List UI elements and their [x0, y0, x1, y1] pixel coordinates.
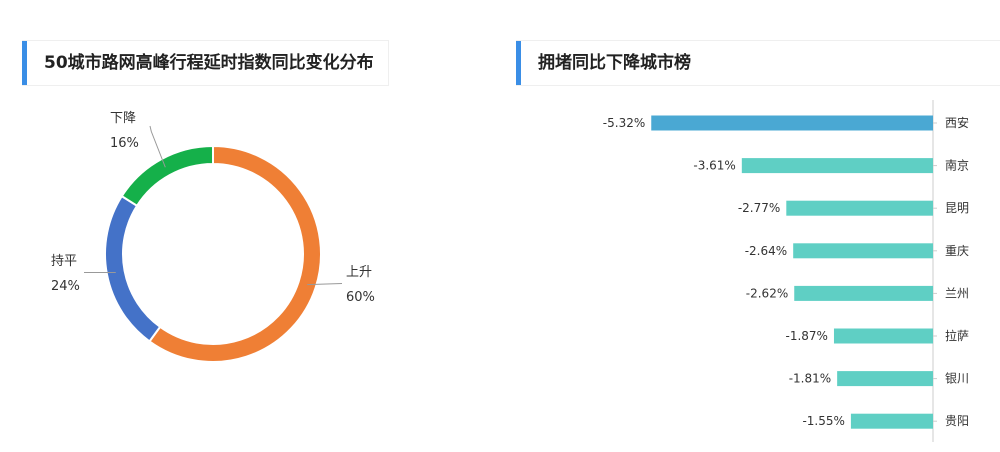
donut-slice — [120, 144, 214, 208]
city-tick-label: 昆明 — [945, 201, 969, 215]
slice-name-label: 下降 — [110, 111, 136, 126]
slice-name-label: 上升 — [346, 265, 372, 280]
bar-value-label: -3.61% — [693, 159, 735, 173]
distribution-panel: 50城市路网高峰行程延时指数同比变化分布 上升 60% 持平 24% 下降 16% — [22, 40, 389, 363]
slice-name-label: 持平 — [51, 254, 77, 269]
donut-slice — [148, 144, 322, 363]
bar — [837, 371, 933, 387]
bar-value-label: -1.81% — [789, 372, 831, 386]
slice-percent-label: 16% — [110, 136, 139, 151]
distribution-title: 50城市路网高峰行程延时指数同比变化分布 — [44, 53, 374, 73]
bar — [794, 285, 933, 301]
bar — [850, 413, 933, 429]
ranking-title: 拥堵同比下降城市榜 — [538, 53, 691, 73]
bar-value-label: -5.32% — [603, 116, 645, 130]
title-accent-bar — [22, 41, 27, 85]
slice-percent-label: 60% — [346, 290, 375, 305]
city-tick-label: 重庆 — [945, 244, 969, 258]
slice-percent-label: 24% — [51, 279, 80, 294]
city-tick-label: 南京 — [945, 158, 969, 173]
bar-value-label: -2.62% — [746, 286, 788, 300]
bar — [741, 158, 933, 174]
ranking-panel: 拥堵同比下降城市榜 -5.32% 西安 -3.61% 南京 -2.77% 昆明 -2.64%… — [500, 0, 1000, 452]
bar — [786, 200, 933, 216]
bar — [651, 115, 933, 131]
ranking-header: 拥堵同比下降城市榜 — [516, 40, 1000, 86]
city-tick-label: 西安 — [945, 115, 969, 130]
bar-value-label: -2.77% — [738, 201, 780, 215]
bar — [793, 243, 933, 259]
leader-line — [149, 125, 166, 168]
distribution-header: 50城市路网高峰行程延时指数同比变化分布 — [22, 40, 389, 86]
bar-value-label: -1.87% — [786, 329, 828, 343]
city-tick-label: 银川 — [945, 372, 969, 386]
bar-chart: -5.32% 西安 -3.61% 南京 -2.77% 昆明 -2.64% 重庆 -2.62% 兰州… — [603, 100, 969, 442]
bar — [833, 328, 933, 344]
bar-value-label: -2.64% — [745, 244, 787, 258]
leader-line — [307, 283, 343, 286]
city-tick-label: 拉萨 — [945, 328, 969, 343]
city-tick-label: 贵阳 — [945, 414, 969, 428]
donut-slice — [104, 194, 162, 343]
title-accent-bar — [516, 41, 521, 85]
donut-chart: 上升 60% 持平 24% 下降 16% — [51, 111, 375, 363]
bar-value-label: -1.55% — [802, 414, 844, 428]
city-tick-label: 兰州 — [945, 286, 969, 300]
